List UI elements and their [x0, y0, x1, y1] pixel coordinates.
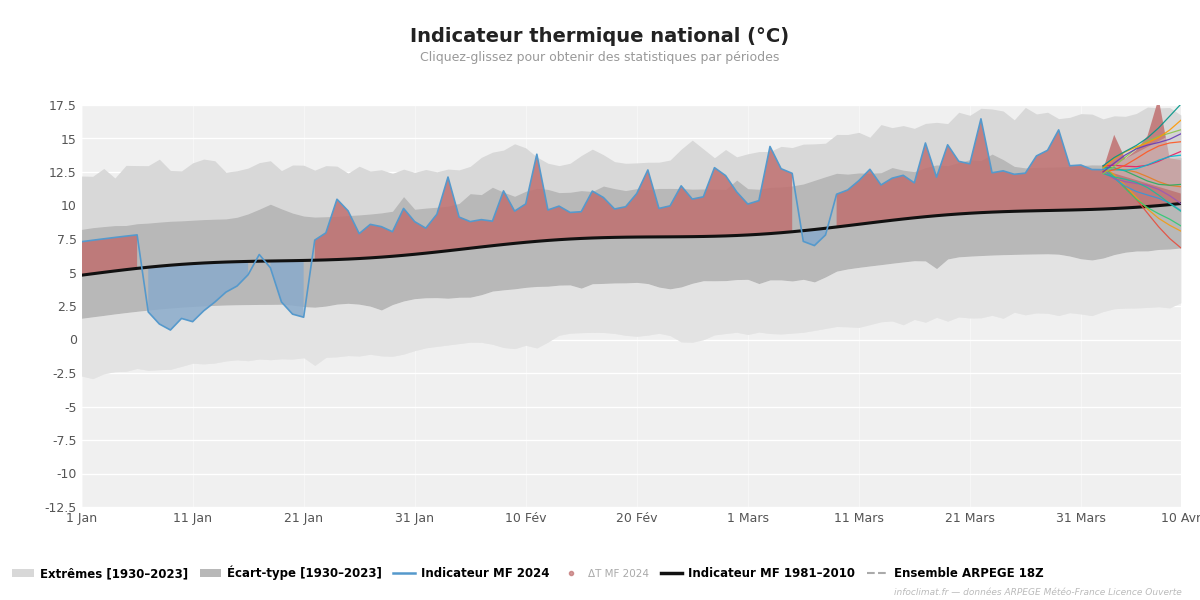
- Legend: Extrêmes [1930–2023], Écart-type [1930–2023], Indicateur MF 2024, ΔT MF 2024, In: Extrêmes [1930–2023], Écart-type [1930–2…: [7, 561, 1049, 585]
- Text: Indicateur thermique national (°C): Indicateur thermique national (°C): [410, 27, 790, 46]
- Text: Cliquez-glissez pour obtenir des statistiques par périodes: Cliquez-glissez pour obtenir des statist…: [420, 51, 780, 64]
- Text: infoclimat.fr — données ARPEGE Météo-France Licence Ouverte: infoclimat.fr — données ARPEGE Météo-Fra…: [894, 588, 1182, 597]
